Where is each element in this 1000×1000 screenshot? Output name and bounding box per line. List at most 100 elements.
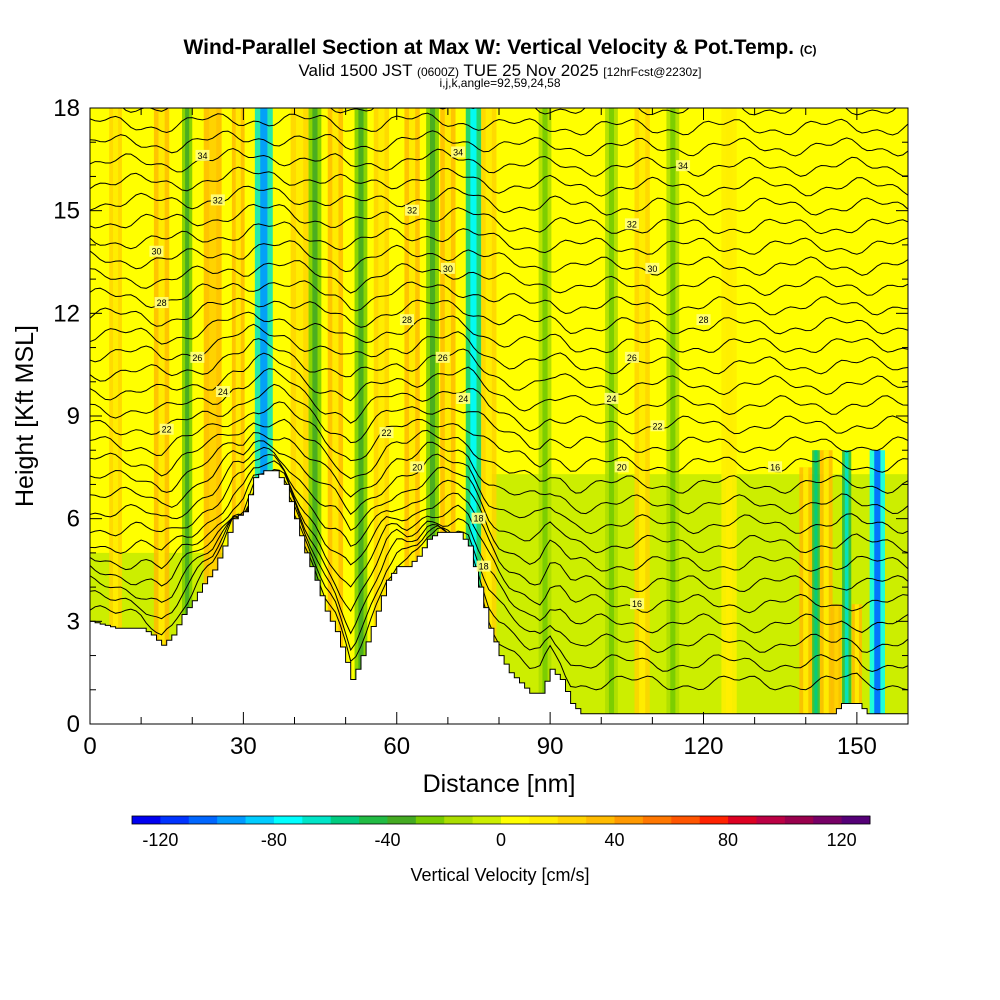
colorbar-swatch: [160, 816, 190, 824]
y-tick-label: 0: [67, 711, 80, 738]
isentrope: [90, 323, 908, 375]
downdraft-core: [429, 108, 436, 724]
isentrope: [90, 147, 908, 177]
colorbar-swatch: [614, 816, 644, 824]
colorbar-label: Vertical Velocity [cm/s]: [410, 865, 589, 885]
isentrope: [90, 338, 908, 396]
isentrope-label-bg: [645, 262, 660, 274]
downdraft-core: [844, 450, 849, 724]
colorbar-swatch: [756, 816, 786, 824]
isentrope-label: 32: [213, 195, 223, 205]
chart-indices: i,j,k,angle=92,59,24,58: [439, 76, 561, 90]
isentrope-label-bg: [195, 149, 210, 161]
x-tick-label: 150: [837, 733, 877, 760]
colorbar-tick-label: 0: [496, 830, 506, 850]
y-axis-label: Height [Kft MSL]: [11, 325, 39, 507]
isentrope-label: 18: [479, 562, 489, 572]
isentrope-label-bg: [624, 351, 639, 363]
isentrope-label-bg: [435, 351, 450, 363]
downdraft-core: [874, 450, 881, 724]
downdraft-core: [358, 108, 364, 724]
isentrope-label-bg: [650, 420, 665, 432]
isentrope: [90, 446, 908, 554]
colorbar-swatch: [557, 816, 587, 824]
updraft-core: [409, 108, 416, 724]
downdraft-core: [814, 450, 818, 724]
colorbar-swatch: [217, 816, 247, 824]
y-tick-label: 3: [67, 608, 80, 635]
colorbar-swatch: [245, 816, 275, 824]
colorbar-tick-label: -80: [261, 830, 287, 850]
isentrope: [90, 352, 908, 416]
colorbar-swatch: [586, 816, 616, 824]
downdraft-core: [185, 108, 190, 724]
updraft-core: [444, 108, 451, 724]
colorbar-tick-label: 120: [827, 830, 857, 850]
isentrope-label-bg: [399, 314, 414, 326]
isentrope-label: 16: [770, 462, 780, 472]
isentrope-lines: [90, 108, 908, 691]
colorbar-swatch: [841, 816, 871, 824]
isentrope-label: 28: [698, 315, 708, 325]
isentrope: [90, 130, 908, 157]
isentrope: [90, 383, 908, 454]
colorbar-swatch: [813, 816, 843, 824]
updraft-core: [854, 604, 859, 724]
colorbar-tick-label: 40: [605, 830, 625, 850]
isentrope-label: 24: [458, 394, 468, 404]
colorbar-tick-label: 80: [718, 830, 738, 850]
updraft-core: [485, 108, 492, 724]
colorbar-swatch: [188, 816, 218, 824]
x-tick-label: 30: [230, 733, 257, 760]
isentrope: [90, 418, 908, 494]
isentrope-label: 32: [627, 219, 637, 229]
x-tick-label: 0: [83, 733, 96, 760]
updraft-core: [725, 108, 733, 724]
updraft-core: [639, 108, 646, 724]
updraft-core: [834, 604, 839, 724]
isentrope-label-bg: [190, 351, 205, 363]
isentrope: [90, 482, 908, 654]
isentrope-label: 34: [197, 151, 207, 161]
isentrope: [90, 453, 908, 572]
x-tick-label: 60: [383, 733, 410, 760]
isentrope-label: 30: [647, 264, 657, 274]
isentrope: [90, 240, 908, 276]
isentrope-label-bg: [604, 392, 619, 404]
updraft-core: [113, 108, 119, 724]
colorbar-tick-label: -40: [374, 830, 400, 850]
isentrope: [90, 485, 908, 673]
isentrope-label-bg: [451, 146, 466, 158]
isentrope: [90, 478, 908, 634]
colorbar-swatch: [330, 816, 360, 824]
colorbar-swatch: [302, 816, 332, 824]
isentrope-label-bg: [154, 297, 169, 309]
isentrope-label: 34: [678, 161, 688, 171]
isentrope-label-bg: [624, 218, 639, 230]
chart-title: Wind-Parallel Section at Max W: Vertical…: [183, 36, 817, 59]
colorbar-swatch: [387, 816, 417, 824]
isentrope-label: 22: [162, 425, 172, 435]
isentrope-labels: 34 32 30 28 26 24 22 34 32 30 28 26 24 22 20 18 18 34 32 30…: [149, 146, 783, 610]
isentrope-label-bg: [410, 461, 425, 473]
terrain-mask: [90, 470, 908, 724]
colorbar: -120 -80 -40 0 40 80 120: [131, 815, 871, 850]
downdraft-core: [608, 108, 615, 724]
y-tick-label: 6: [67, 506, 80, 533]
axes: 0 30 60 90 120 150 0 3 6 9 12 15 18: [53, 95, 909, 760]
isentrope-label-bg: [676, 160, 691, 172]
isentrope-label: 26: [627, 353, 637, 363]
colorbar-swatch: [529, 816, 559, 824]
colorbar-swatch: [642, 816, 672, 824]
x-tick-label: 90: [537, 733, 564, 760]
isentrope-label-bg: [440, 262, 455, 274]
isentrope-label: 28: [157, 298, 167, 308]
isentrope: [122, 108, 897, 116]
isentrope-label: 24: [606, 394, 616, 404]
chart-subtitle: Valid 1500 JST (0600Z) TUE 25 Nov 2025 […: [298, 61, 702, 80]
isentrope-label: 22: [382, 428, 392, 438]
updraft-core: [332, 108, 339, 724]
isentrope-label-bg: [210, 194, 225, 206]
isentrope-label: 24: [218, 387, 228, 397]
